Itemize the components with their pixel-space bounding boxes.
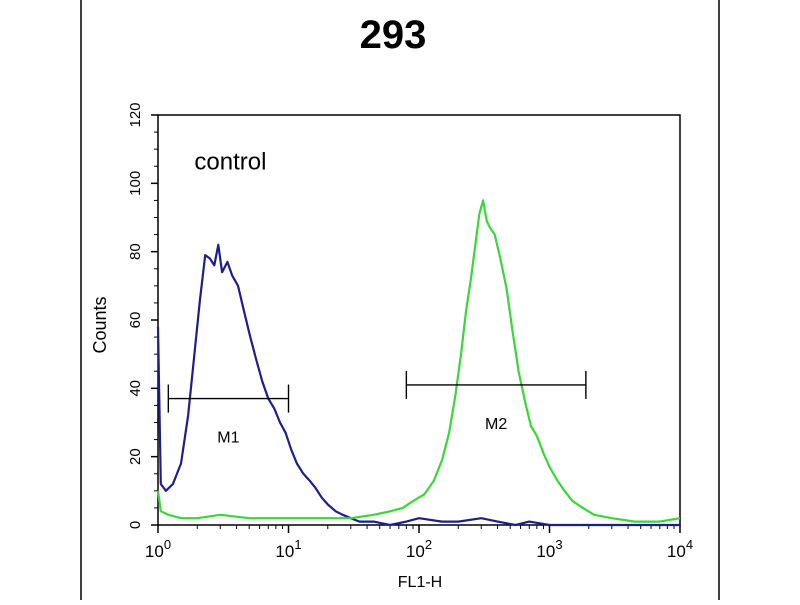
gate-label: M2 xyxy=(485,416,507,433)
x-tick-label: 100 xyxy=(145,537,171,561)
series-layer xyxy=(156,199,681,527)
y-axis: 0 20 40 60 80 100 120 xyxy=(127,102,158,529)
plot-frame xyxy=(157,114,681,526)
x-axis: 100 101 102 103 104 xyxy=(145,525,693,561)
y-tick-label: 20 xyxy=(127,448,144,465)
series-line-1 xyxy=(156,243,680,527)
y-axis-label: Counts xyxy=(90,296,110,353)
y-tick-label: 0 xyxy=(127,521,144,529)
gate-label: M1 xyxy=(217,430,239,447)
marker-layer: M1 M2 xyxy=(167,370,587,447)
chart-title: 293 xyxy=(360,13,427,57)
x-tick-label: 104 xyxy=(667,537,693,561)
x-tick-label: 101 xyxy=(275,537,301,561)
x-tick-label: 103 xyxy=(536,537,562,561)
annotation-label: control xyxy=(194,149,266,176)
x-tick-label: 102 xyxy=(406,537,432,561)
y-tick-label: 100 xyxy=(127,171,144,196)
y-tick-label: 120 xyxy=(127,102,144,127)
y-tick-label: 60 xyxy=(127,312,144,329)
series-line-2 xyxy=(156,199,681,523)
annotation-layer: control xyxy=(194,149,266,176)
x-axis-label: FL1-H xyxy=(398,574,442,591)
y-tick-label: 80 xyxy=(127,243,144,260)
y-tick-label: 40 xyxy=(127,380,144,397)
